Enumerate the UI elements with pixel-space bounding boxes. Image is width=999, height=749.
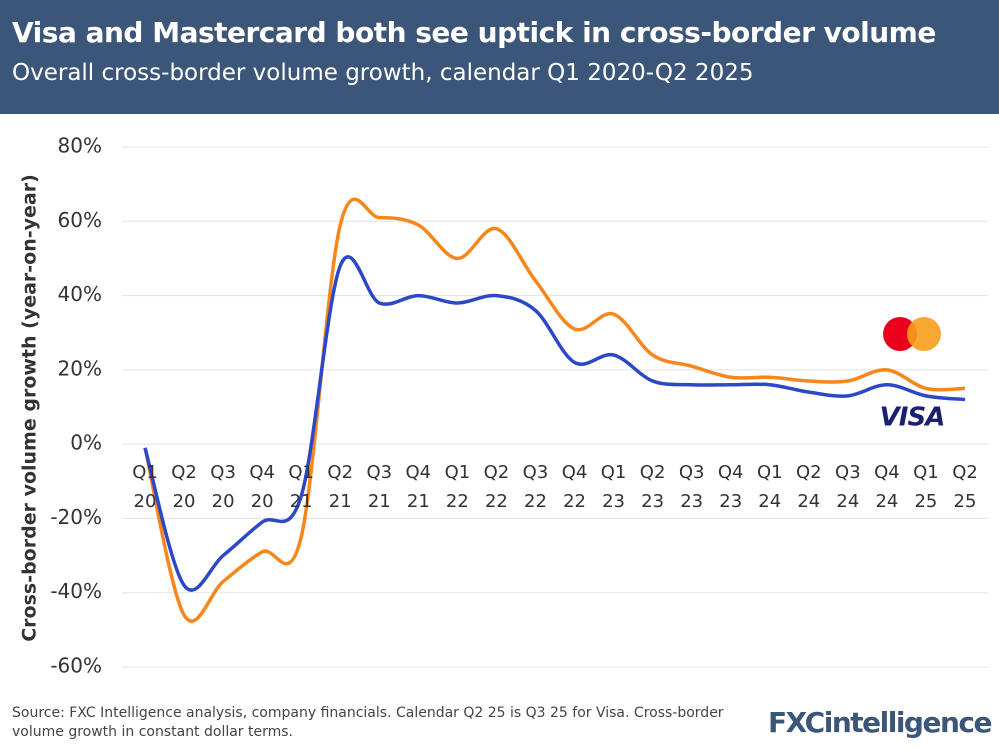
x-tick-label: Q1 24 [756, 462, 783, 512]
x-tick-label: Q4 20 [249, 462, 275, 512]
chart-title: Visa and Mastercard both see uptick in c… [12, 16, 936, 49]
x-tick-label: Q1 21 [288, 462, 314, 512]
x-tick-label: Q2 24 [795, 462, 822, 512]
x-tick-label: Q1 25 [913, 462, 939, 512]
x-tick-label: Q1 20 [132, 462, 158, 512]
x-tick-label: Q4 23 [717, 462, 744, 512]
y-tick-label: 80% [58, 134, 102, 158]
x-tick-label: Q2 20 [171, 462, 197, 512]
brand-logo: FXCintelligence [767, 706, 993, 739]
x-tick-label: Q4 22 [561, 462, 588, 512]
y-axis-label: Cross-border volume growth (year-on-year… [19, 174, 41, 642]
source-note: Source: FXC Intelligence analysis, compa… [12, 705, 724, 740]
x-tick-label: Q2 21 [327, 462, 354, 512]
y-tick-label: 60% [58, 208, 102, 232]
x-tick-label: Q3 22 [522, 462, 549, 512]
x-tick-label: Q3 23 [678, 462, 705, 512]
series-line [143, 197, 966, 623]
series-line [143, 255, 966, 592]
x-tick-label: Q2 25 [952, 462, 978, 512]
x-tick-label: Q3 21 [366, 462, 393, 512]
y-tick-label: 40% [58, 282, 102, 306]
legend-label: VISA [880, 403, 945, 433]
x-tick-label: Q3 24 [835, 462, 861, 512]
y-tick-label: -20% [50, 505, 102, 529]
x-tick-label: Q2 23 [639, 462, 666, 512]
y-tick-label: -60% [50, 654, 102, 678]
chart-subtitle: Overall cross-border volume growth, cale… [12, 60, 754, 86]
header: Visa and Mastercard both see uptick in c… [0, 0, 999, 114]
y-tick-label: 20% [58, 356, 102, 380]
x-tick-label: Q4 21 [405, 462, 432, 512]
x-tick-label: Q2 22 [483, 462, 510, 512]
mastercard-logo [883, 317, 917, 351]
chart: Cross-border volume growth (year-on-year… [19, 134, 988, 678]
x-tick-label: Q3 20 [210, 462, 236, 512]
y-tick-label: -40% [50, 579, 102, 603]
x-tick-label: Q1 23 [600, 462, 627, 512]
mastercard-logo [907, 317, 941, 351]
x-tick-label: Q4 24 [874, 462, 900, 512]
x-tick-label: Q1 22 [444, 462, 471, 512]
y-tick-label: 0% [70, 431, 102, 455]
